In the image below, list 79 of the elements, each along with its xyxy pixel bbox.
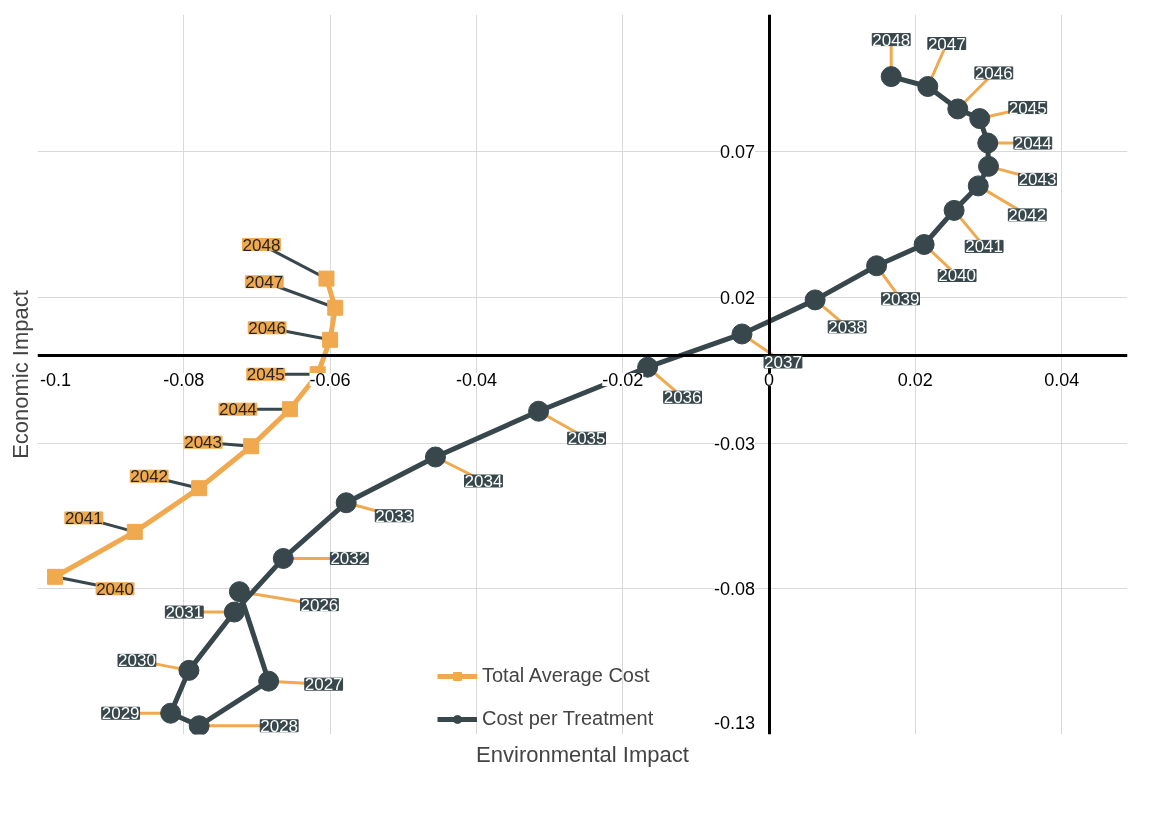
point <box>160 702 182 724</box>
point <box>322 331 339 348</box>
annotation: 2048 <box>872 30 911 50</box>
point <box>281 401 298 418</box>
point <box>318 270 335 287</box>
point <box>731 323 753 345</box>
point <box>272 547 294 569</box>
point <box>880 66 902 88</box>
annotation: 2040 <box>96 579 134 599</box>
y-tick-label: -0.03 <box>714 433 756 454</box>
annotation: 2042 <box>1008 205 1047 225</box>
annotation: 2043 <box>1018 170 1057 190</box>
annotation: 2030 <box>118 651 156 671</box>
annotation: 2035 <box>567 429 606 449</box>
annotation: 2027 <box>304 675 343 695</box>
point <box>327 299 344 316</box>
y-tick-label: -0.08 <box>714 579 756 600</box>
point <box>424 446 446 468</box>
point <box>223 601 245 623</box>
point <box>977 132 999 154</box>
annotation: 2048 <box>242 235 281 255</box>
y-axis-title: Economic Impact <box>7 290 33 459</box>
x-tick-label: 0.04 <box>1044 370 1080 391</box>
annotation: 2032 <box>330 549 369 569</box>
annotation: 2039 <box>881 289 920 309</box>
annotation: 2045 <box>246 365 285 385</box>
x-tick-label: -0.06 <box>309 370 351 391</box>
annotation: 2038 <box>828 317 867 337</box>
x-axis-title: Environmental Impact <box>476 741 689 767</box>
point <box>191 480 208 497</box>
legend-label: Cost per Treatment <box>482 707 654 730</box>
annotation: 2029 <box>101 704 140 724</box>
annotation: 2046 <box>974 63 1013 83</box>
annotation: 2045 <box>1008 98 1047 118</box>
x-tick-label: 0.02 <box>897 370 933 391</box>
annotation: 2041 <box>965 237 1004 257</box>
x-tick-label: -0.1 <box>39 370 72 391</box>
annotation: 2047 <box>927 34 966 54</box>
point <box>978 155 1000 177</box>
y-tick-label: -0.13 <box>714 713 756 733</box>
y-tick-label: 0.02 <box>720 287 756 308</box>
annotation: 2044 <box>218 400 257 420</box>
point <box>969 108 991 130</box>
annotation: 2028 <box>260 716 299 736</box>
point <box>866 255 888 277</box>
point <box>126 523 143 540</box>
annotation: 2031 <box>165 603 204 623</box>
point <box>228 581 250 603</box>
x-tick-label: -0.04 <box>455 370 497 391</box>
point <box>243 438 260 455</box>
annotation: 2046 <box>248 318 287 338</box>
point <box>528 400 550 422</box>
point <box>188 715 210 735</box>
annotation: 2033 <box>375 506 414 526</box>
annotation: 2040 <box>938 266 977 286</box>
point <box>178 659 200 681</box>
annotation: 2042 <box>130 467 169 487</box>
annotation: 2037 <box>764 352 802 372</box>
point <box>913 234 935 255</box>
point <box>917 76 939 97</box>
point <box>258 670 280 692</box>
x-tick-label: 0 <box>764 370 775 391</box>
annotation: 2041 <box>64 508 103 528</box>
x-tick-label: -0.02 <box>602 370 644 391</box>
x-tick-label: -0.08 <box>163 370 205 391</box>
legend-label: Total Average Cost <box>482 664 650 687</box>
point <box>335 492 357 514</box>
annotation: 2026 <box>300 595 339 615</box>
annotation: 2044 <box>1013 134 1052 154</box>
annotation: 2034 <box>464 471 503 491</box>
point <box>967 175 989 197</box>
y-tick-label: 0.07 <box>720 142 756 162</box>
point <box>947 98 969 120</box>
annotation: 2047 <box>245 272 284 292</box>
point <box>47 568 64 585</box>
point <box>943 199 965 221</box>
annotation: 2043 <box>184 433 223 453</box>
point <box>804 289 826 311</box>
annotation: 2036 <box>663 388 702 408</box>
